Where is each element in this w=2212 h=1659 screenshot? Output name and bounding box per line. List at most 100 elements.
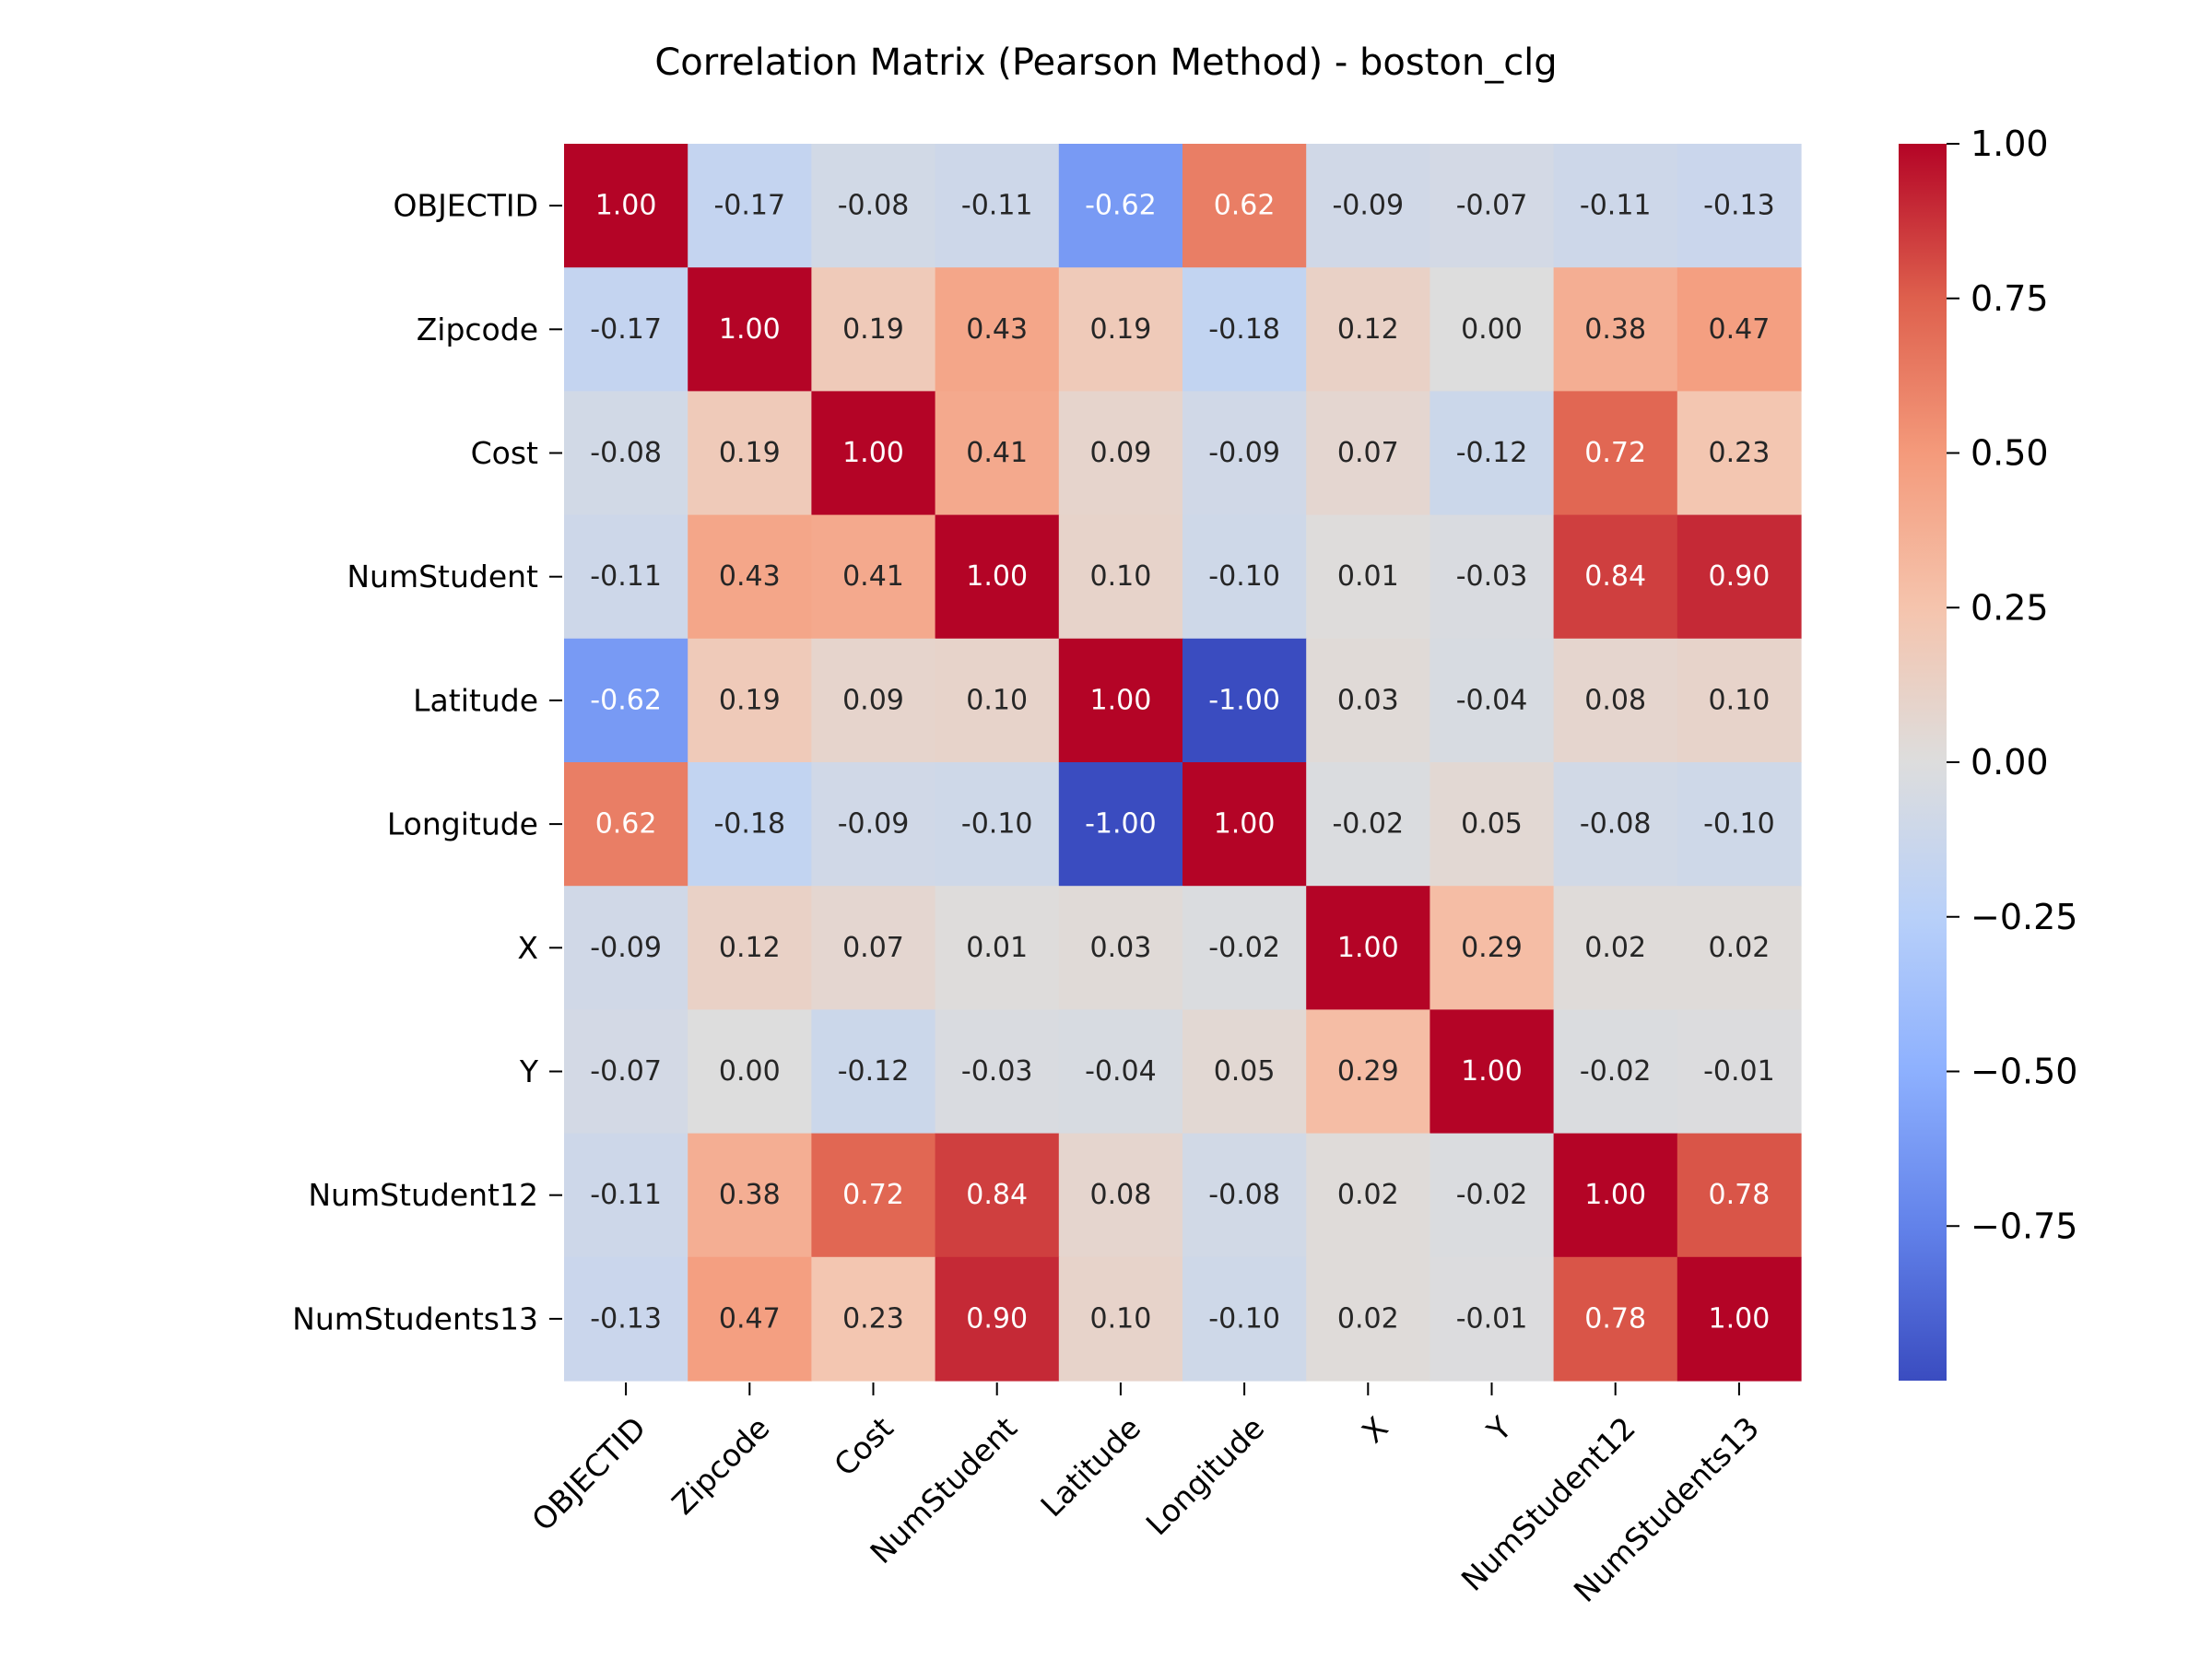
heatmap-cell-latitude-objectid — [564, 638, 688, 763]
y-tick-label-latitude: Latitude — [413, 682, 538, 718]
cell-value-label: 0.12 — [1337, 313, 1399, 346]
colorbar-tick-label: 0.75 — [1971, 278, 2049, 319]
heatmap-cell-objectid-longitude — [1182, 144, 1307, 268]
colorbar-tick-label: −0.75 — [1971, 1206, 2077, 1246]
cell-value-label: -0.01 — [1703, 1055, 1775, 1088]
colorbar-tick-label: 0.25 — [1971, 587, 2049, 628]
heatmap-cell-numstudent12-numstudents13 — [1677, 1133, 1802, 1258]
cell-value-label: -1.00 — [1208, 684, 1280, 716]
heatmap-cell-y-objectid — [564, 1009, 688, 1135]
cell-value-label: 0.47 — [719, 1302, 781, 1335]
heatmap-cell-objectid-objectid — [564, 144, 688, 268]
cell-value-label: 1.00 — [966, 560, 1028, 593]
cell-value-label: 1.00 — [1709, 1302, 1771, 1335]
heatmap-cell-objectid-cost — [811, 144, 936, 268]
heatmap-cell-y-y — [1430, 1009, 1555, 1135]
cell-value-label: 0.19 — [719, 437, 781, 469]
cell-value-label: -0.09 — [1208, 437, 1280, 469]
cell-value-label: 0.07 — [1337, 437, 1399, 469]
cell-value-label: 0.10 — [1090, 1302, 1152, 1335]
cell-value-label: -0.02 — [1456, 1179, 1528, 1211]
colorbar-gradient — [1899, 144, 1947, 1381]
cell-value-label: -0.13 — [590, 1302, 662, 1335]
heatmap-cells — [564, 144, 1802, 1382]
heatmap-cell-objectid-latitude — [1058, 144, 1183, 268]
cell-value-label: 1.00 — [1337, 932, 1399, 964]
y-tick-label-y: Y — [519, 1053, 539, 1089]
heatmap-cell-numstudent-latitude — [1058, 514, 1183, 640]
heatmap-cell-x-x — [1306, 886, 1430, 1010]
cell-value-label: -0.11 — [590, 560, 662, 593]
y-tick-label-objectid: OBJECTID — [393, 188, 538, 224]
cell-value-label: -0.12 — [1456, 437, 1528, 469]
heatmap-cell-numstudent12-latitude — [1058, 1133, 1183, 1258]
heatmap-cell-longitude-numstudent — [935, 762, 1060, 887]
cell-value-label: -0.02 — [1208, 932, 1280, 964]
heatmap-cell-numstudent-x — [1306, 514, 1430, 640]
cell-value-label: 0.47 — [1709, 313, 1771, 346]
heatmap-cell-zipcode-latitude — [1058, 267, 1183, 392]
cell-value-label: 0.09 — [1090, 437, 1152, 469]
heatmap-cell-cost-x — [1306, 391, 1430, 516]
y-tick-label-cost: Cost — [471, 435, 538, 471]
cell-value-label: -0.08 — [1208, 1179, 1280, 1211]
cell-value-label: 0.01 — [966, 932, 1028, 964]
cell-value-label: -0.07 — [590, 1055, 662, 1088]
cell-value-label: 0.90 — [1709, 560, 1771, 593]
heatmap-cell-zipcode-numstudent12 — [1553, 267, 1678, 392]
heatmap-cell-longitude-latitude — [1058, 762, 1183, 887]
cell-value-label: 0.19 — [842, 313, 904, 346]
colorbar: 1.00 0.75 0.50 0.25 0.00 −0.25 −0.50 −0.75 — [1899, 124, 2077, 1381]
cell-value-label: 0.03 — [1090, 932, 1152, 964]
heatmap-cell-cost-numstudents13 — [1677, 391, 1802, 516]
colorbar-tick-label: 0.50 — [1971, 433, 2049, 474]
heatmap-cell-numstudents13-zipcode — [688, 1256, 812, 1382]
heatmap-cell-zipcode-zipcode — [688, 267, 812, 392]
cell-value-label: 0.01 — [1337, 560, 1399, 593]
heatmap-cell-cost-numstudent12 — [1553, 391, 1678, 516]
heatmap-cell-numstudent12-longitude — [1182, 1133, 1307, 1258]
x-tick-label-objectid: OBJECTID — [524, 1410, 653, 1538]
x-tick-label-longitude: Longitude — [1139, 1410, 1272, 1543]
y-tick-label-numstudent12: NumStudent12 — [308, 1177, 538, 1213]
cell-value-label: 1.00 — [1584, 1179, 1646, 1211]
heatmap-cell-x-objectid — [564, 886, 688, 1010]
colorbar-tick-label: 1.00 — [1971, 124, 2049, 164]
cell-value-label: 0.43 — [966, 313, 1028, 346]
heatmap-cell-longitude-objectid — [564, 762, 688, 887]
cell-value-label: 1.00 — [1090, 684, 1152, 716]
cell-value-label: 0.02 — [1337, 1302, 1399, 1335]
cell-value-label: 0.10 — [1709, 684, 1771, 716]
x-tick-label-zipcode: Zipcode — [665, 1410, 776, 1522]
cell-value-label: -0.08 — [1580, 808, 1652, 841]
colorbar-tick-label: −0.50 — [1971, 1052, 2077, 1092]
heatmap-cell-cost-y — [1430, 391, 1555, 516]
heatmap-cell-objectid-zipcode — [688, 144, 812, 268]
cell-value-label: 0.78 — [1709, 1179, 1771, 1211]
cell-value-label: 0.03 — [1337, 684, 1399, 716]
cell-value-label: 0.78 — [1584, 1302, 1646, 1335]
cell-value-label: 0.05 — [1214, 1055, 1276, 1088]
heatmap-cell-numstudent-y — [1430, 514, 1555, 640]
heatmap-cell-longitude-longitude — [1182, 762, 1307, 887]
x-tick-label-latitude: Latitude — [1033, 1410, 1147, 1524]
cell-value-label: 0.29 — [1337, 1055, 1399, 1088]
heatmap-cell-objectid-numstudent — [935, 144, 1060, 268]
cell-value-label: -0.02 — [1332, 808, 1404, 841]
heatmap-cell-numstudents13-longitude — [1182, 1256, 1307, 1382]
cell-value-label: -0.13 — [1703, 190, 1775, 222]
cell-value-label: 0.07 — [842, 932, 904, 964]
cell-value-label: 0.10 — [966, 684, 1028, 716]
heatmap-cell-latitude-cost — [811, 638, 936, 763]
heatmap-cell-numstudents13-numstudent — [935, 1256, 1060, 1382]
cell-value-label: -0.18 — [713, 808, 785, 841]
heatmap-cell-x-numstudent — [935, 886, 1060, 1010]
cell-value-label: -0.03 — [961, 1055, 1033, 1088]
heatmap-cell-numstudents13-cost — [811, 1256, 936, 1382]
cell-value-label: 0.08 — [1584, 684, 1646, 716]
cell-value-label: -0.11 — [961, 190, 1033, 222]
heatmap-cell-numstudent12-objectid — [564, 1133, 688, 1258]
y-tick-label-longitude: Longitude — [387, 806, 538, 842]
heatmap-cell-y-latitude — [1058, 1009, 1183, 1135]
